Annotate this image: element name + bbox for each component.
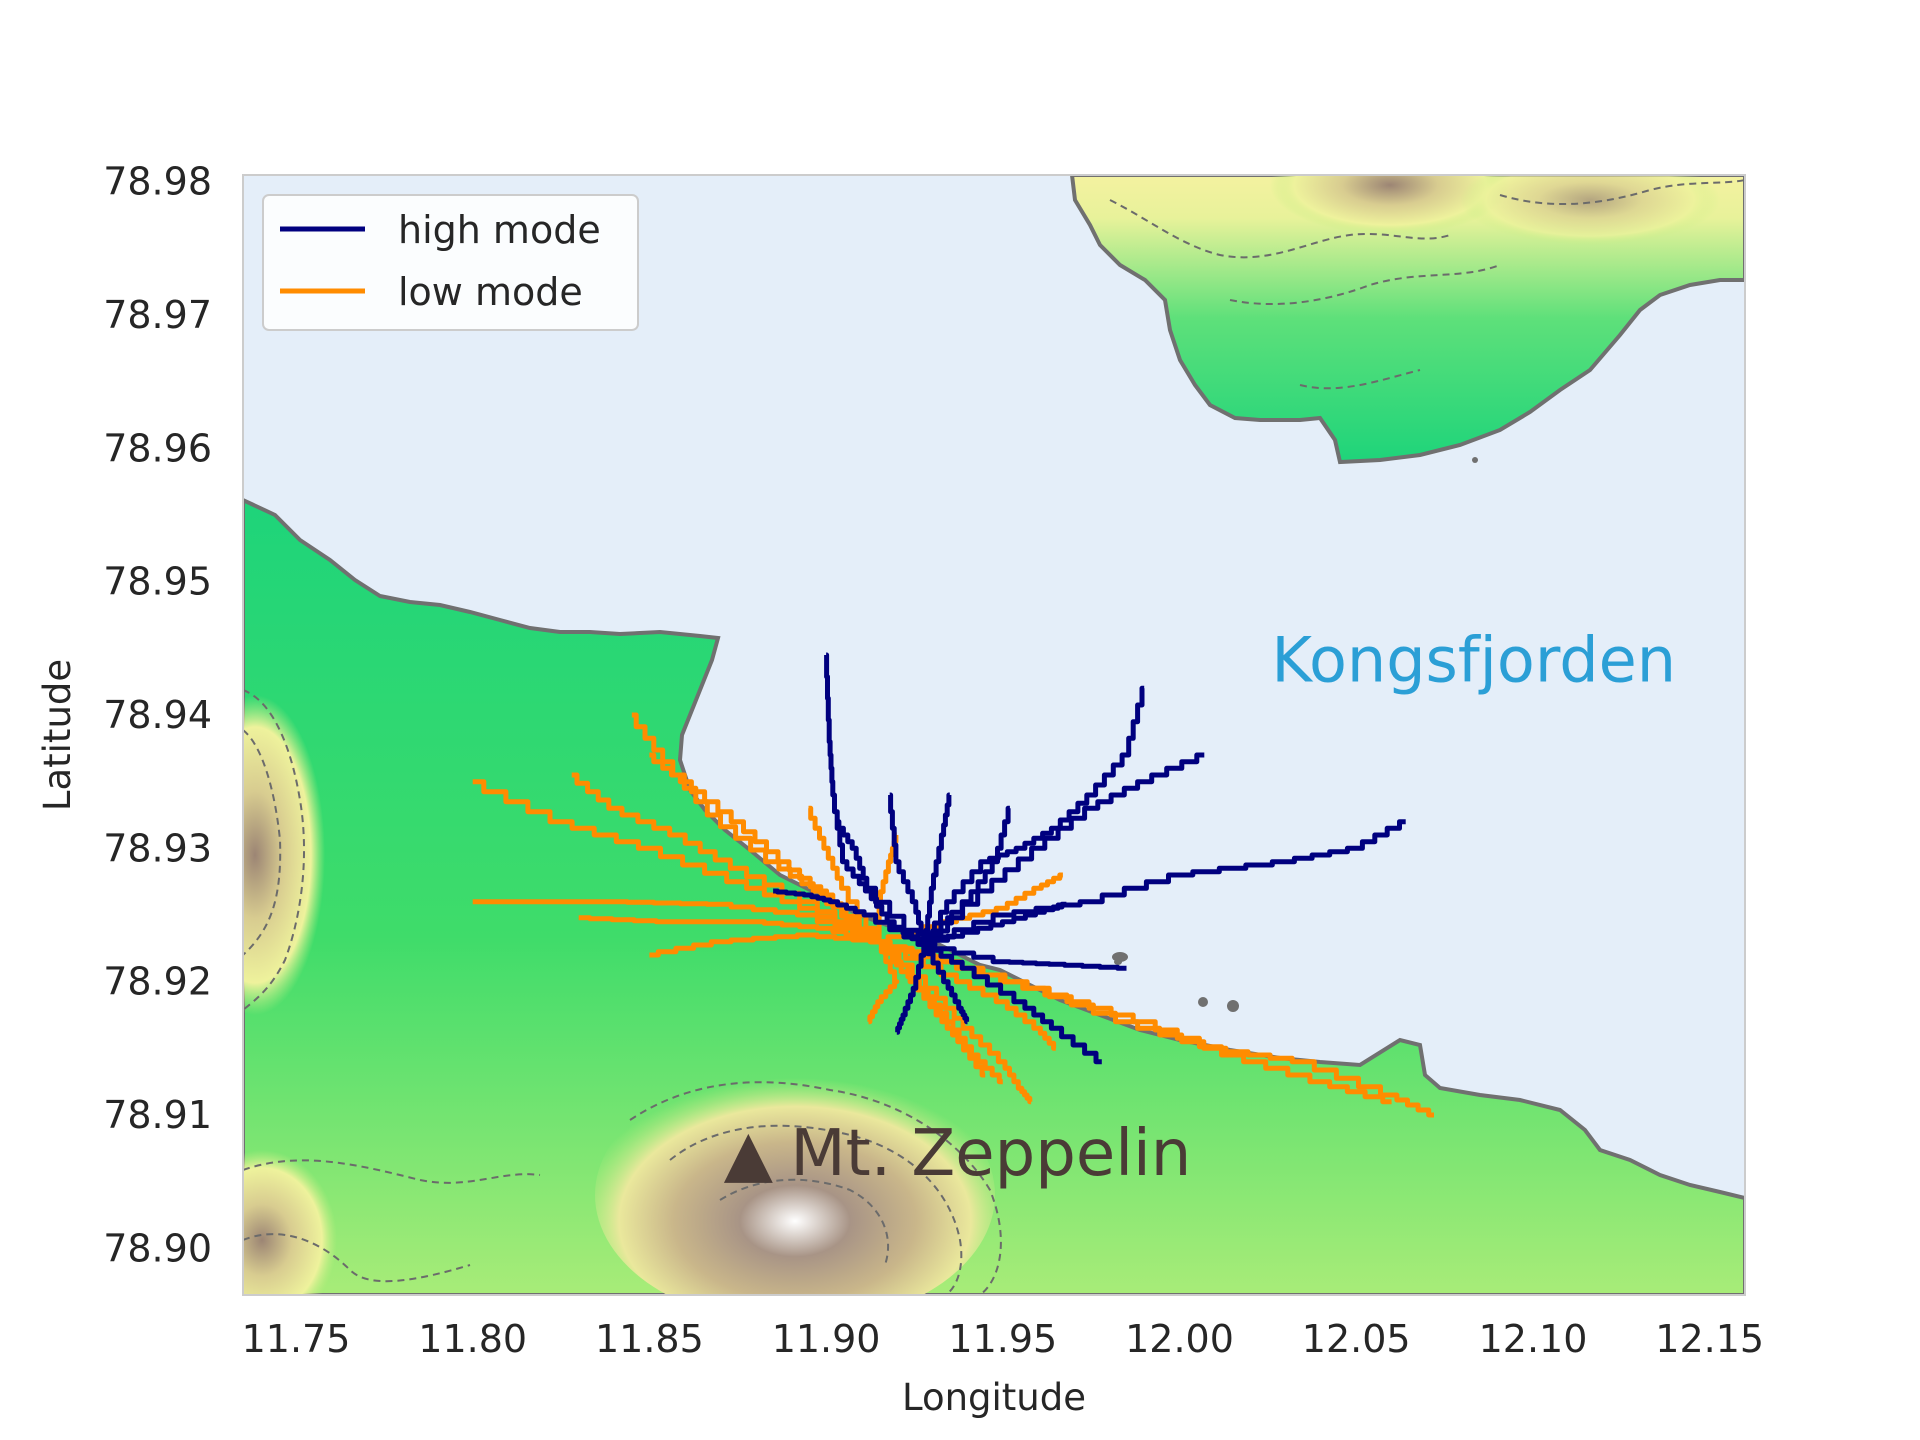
high-mode-trajectory-9 <box>773 888 926 947</box>
high-mode-trajectories <box>773 652 1406 1065</box>
high-mode-trajectory-13 <box>925 901 1067 947</box>
y-tick-label: 78.96 <box>103 426 212 470</box>
kongsfjorden-label: Kongsfjorden <box>1271 624 1676 697</box>
low-mode-trajectory-1 <box>472 779 880 945</box>
y-tick-label: 78.91 <box>103 1093 212 1137</box>
low-mode-trajectory-2 <box>571 772 880 945</box>
y-tick-label: 78.90 <box>103 1226 212 1270</box>
low-mode-trajectory-7 <box>808 805 880 945</box>
low-mode-trajectory-3 <box>631 712 880 945</box>
terrain-map: Kongsfjorden ▲ Mt. Zeppelin <box>243 175 1745 1295</box>
low-mode-trajectory-10 <box>879 939 1033 1105</box>
y-tick-label: 78.97 <box>103 293 212 337</box>
north-peak-relief <box>1270 175 1510 235</box>
west-hill-relief <box>243 695 325 1015</box>
x-axis-ticks: 11.75 11.80 11.85 11.90 11.95 12.00 12.05 12.10… <box>242 1317 1764 1361</box>
y-tick-label: 78.92 <box>103 960 212 1004</box>
legend-low-mode-label: low mode <box>398 270 583 314</box>
low-mode-trajectory-14 <box>867 939 900 1025</box>
high-mode-trajectory-5 <box>925 941 1102 1065</box>
x-tick-label: 11.75 <box>242 1317 351 1361</box>
legend: high mode low mode <box>262 194 639 331</box>
y-axis-label: Latitude <box>36 659 79 811</box>
high-mode-trajectory-8 <box>925 805 1011 947</box>
west-ridge-relief <box>243 1150 337 1295</box>
high-mode-trajectory-3 <box>925 819 1406 947</box>
mountain-relief <box>595 1065 995 1295</box>
contour-lines <box>243 179 1745 1295</box>
x-tick-label: 12.00 <box>1125 1317 1234 1361</box>
high-mode-trajectory-10 <box>836 819 926 947</box>
y-axis-ticks: 78.90 78.91 78.92 78.93 78.94 78.95 78.96 78.97… <box>103 160 212 1271</box>
high-mode-trajectory-6 <box>888 792 927 947</box>
high-mode-trajectory-4 <box>925 941 1127 971</box>
y-tick-label: 78.98 <box>103 160 212 204</box>
low-mode-trajectory-12 <box>879 939 986 1078</box>
low-mode-trajectory-6 <box>649 752 880 945</box>
x-tick-label: 11.80 <box>418 1317 527 1361</box>
x-axis-label: Longitude <box>902 1376 1086 1419</box>
x-tick-label: 12.15 <box>1655 1317 1764 1361</box>
x-tick-label: 11.95 <box>948 1317 1057 1361</box>
plot-frame <box>242 174 1746 1296</box>
low-mode-trajectory-4 <box>578 915 880 945</box>
mountain-peak-icon: ▲ <box>724 1117 774 1191</box>
high-mode-trajectory-11 <box>895 941 927 1035</box>
high-mode-trajectory-12 <box>925 941 970 1025</box>
northern-landmass <box>1069 175 1745 465</box>
x-tick-label: 11.85 <box>595 1317 704 1361</box>
islets <box>1112 457 1478 1012</box>
y-tick-label: 78.94 <box>103 693 212 737</box>
legend-high-mode-label: high mode <box>398 208 601 252</box>
x-tick-label: 12.05 <box>1302 1317 1411 1361</box>
y-tick-label: 78.95 <box>103 560 212 604</box>
high-mode-trajectory-7 <box>923 792 952 947</box>
x-tick-label: 12.10 <box>1479 1317 1588 1361</box>
x-tick-label: 11.90 <box>772 1317 881 1361</box>
low-mode-trajectory-5 <box>649 932 880 958</box>
mt-zeppelin-label: Mt. Zeppelin <box>790 1117 1191 1191</box>
high-mode-trajectory-2 <box>925 752 1205 947</box>
high-mode-trajectory-1 <box>925 685 1145 947</box>
y-tick-label: 78.93 <box>103 826 212 870</box>
north-east-relief <box>1460 175 1720 245</box>
